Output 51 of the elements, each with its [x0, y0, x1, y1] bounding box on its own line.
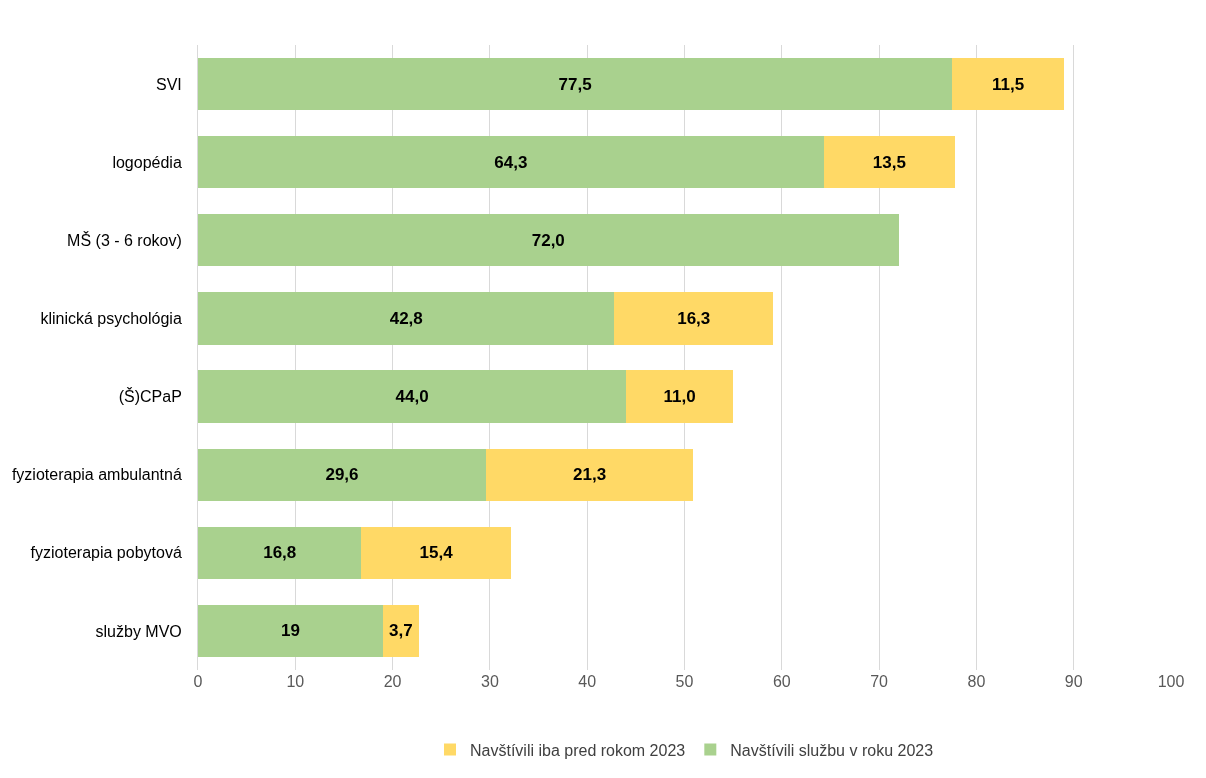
data-label: 29,6 — [325, 465, 359, 485]
y-tick-label: fyzioterapia pobytová — [30, 544, 182, 562]
data-label: 77,5 — [558, 74, 592, 94]
data-label: 72,0 — [531, 230, 565, 250]
x-tick-label: 10 — [286, 673, 305, 690]
y-tick-label: služby MVO — [95, 622, 182, 640]
y-tick-label: SVI — [156, 75, 182, 93]
data-label: 11,0 — [663, 387, 696, 407]
bar — [198, 214, 899, 267]
data-label: 16,8 — [263, 543, 297, 563]
x-tick-label: 100 — [1157, 673, 1185, 690]
bar — [198, 604, 383, 658]
data-label: 3,7 — [389, 621, 413, 641]
data-label: 15,4 — [419, 543, 454, 563]
x-tick-label: 30 — [481, 673, 499, 690]
data-label: 64,3 — [494, 152, 528, 172]
bar — [198, 136, 824, 189]
x-tick-label: 50 — [675, 673, 694, 690]
bar — [614, 292, 774, 345]
x-tick-label: 60 — [772, 673, 791, 690]
bar — [486, 448, 694, 501]
data-label: 42,8 — [389, 308, 423, 328]
bar — [361, 526, 512, 579]
legend-label: Navštívili službu v roku 2023 — [730, 741, 934, 759]
y-tick-label: fyzioterapia ambulantná — [11, 466, 182, 484]
bar — [198, 448, 487, 501]
x-tick-label: 40 — [578, 673, 597, 690]
bar — [198, 370, 627, 423]
y-tick-label: MŠ (3 - 6 rokov) — [67, 230, 182, 249]
data-label: 21,3 — [573, 465, 607, 485]
x-tick-label: 0 — [193, 673, 203, 690]
x-tick-label: 90 — [1064, 673, 1083, 690]
data-label: 19 — [280, 621, 300, 641]
y-tick-label: logopédia — [112, 153, 182, 171]
bar — [198, 526, 362, 579]
bar — [198, 292, 615, 345]
y-tick-label: (Š)CPaP — [118, 387, 182, 406]
bar — [626, 370, 734, 423]
x-tick-label: 20 — [383, 673, 402, 690]
data-label: 13,5 — [872, 152, 906, 172]
legend-label: Navštívili iba pred rokom 2023 — [470, 741, 686, 759]
data-label: 16,3 — [677, 308, 711, 328]
bar — [382, 604, 419, 658]
x-tick-label: 70 — [870, 673, 889, 690]
bar — [823, 136, 955, 189]
bar — [952, 57, 1064, 111]
x-tick-label: 80 — [967, 673, 986, 690]
data-label: 44,0 — [395, 387, 429, 407]
data-label: 11,5 — [991, 74, 1025, 94]
bar — [198, 57, 953, 111]
y-tick-label: klinická psychológia — [40, 310, 182, 328]
